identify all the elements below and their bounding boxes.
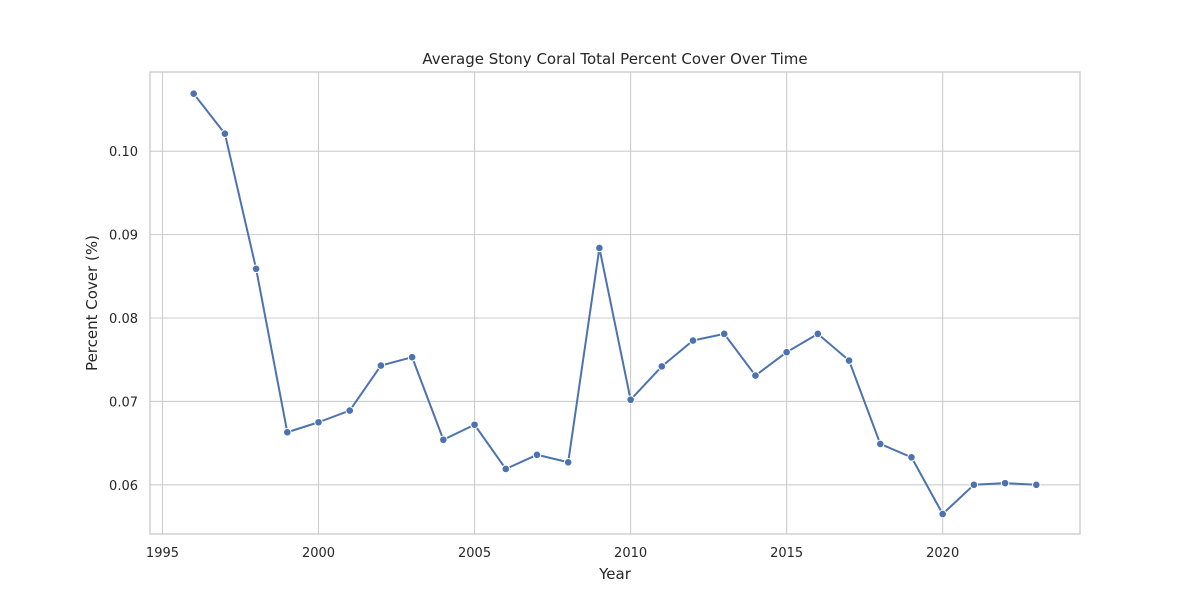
tick-labels: 1995 2000 2005 2010 2015 2020 0.06 0.07 0.08 0.09… xyxy=(109,145,959,561)
data-point xyxy=(470,420,479,430)
data-point xyxy=(969,480,979,490)
data-point xyxy=(844,356,854,365)
x-tick-label: 2005 xyxy=(458,546,491,561)
y-tick-label: 0.10 xyxy=(109,145,138,160)
data-point xyxy=(626,395,635,405)
data-point xyxy=(314,417,323,427)
data-point xyxy=(813,329,823,339)
data-markers xyxy=(189,89,1041,519)
x-tick-label: 2010 xyxy=(614,546,647,561)
y-axis-label: Percent Cover (%) xyxy=(83,235,101,371)
plot-frame xyxy=(149,71,1081,535)
data-point xyxy=(595,243,604,253)
chart-title: Average Stony Coral Total Percent Cover … xyxy=(422,50,807,68)
data-point xyxy=(751,371,760,380)
data-point xyxy=(563,457,573,467)
x-tick-label: 2015 xyxy=(770,546,803,561)
data-point xyxy=(1000,478,1010,488)
data-point xyxy=(1032,480,1041,490)
y-tick-label: 0.06 xyxy=(109,479,138,494)
data-point xyxy=(283,427,292,437)
data-point xyxy=(782,347,791,357)
data-point xyxy=(688,336,698,345)
data-point xyxy=(501,464,511,474)
x-axis-label: Year xyxy=(598,565,632,583)
data-point xyxy=(345,406,355,415)
data-point xyxy=(439,435,448,445)
grid-lines xyxy=(150,72,1080,534)
x-tick-label: 2000 xyxy=(302,546,335,561)
data-point xyxy=(189,89,198,98)
series-line xyxy=(192,93,1037,515)
y-tick-label: 0.09 xyxy=(109,229,138,244)
x-tick-label: 1995 xyxy=(146,546,179,561)
data-point xyxy=(657,362,667,371)
data-point xyxy=(407,352,417,362)
data-point xyxy=(532,450,542,460)
x-tick-label: 2020 xyxy=(926,546,959,561)
data-point xyxy=(907,452,916,462)
data-point xyxy=(220,129,230,139)
data-point xyxy=(719,329,729,339)
data-point xyxy=(938,509,947,519)
y-tick-label: 0.07 xyxy=(109,395,138,410)
data-point xyxy=(251,264,261,274)
data-point xyxy=(875,439,885,449)
y-tick-label: 0.08 xyxy=(109,312,138,327)
data-point xyxy=(376,361,386,370)
